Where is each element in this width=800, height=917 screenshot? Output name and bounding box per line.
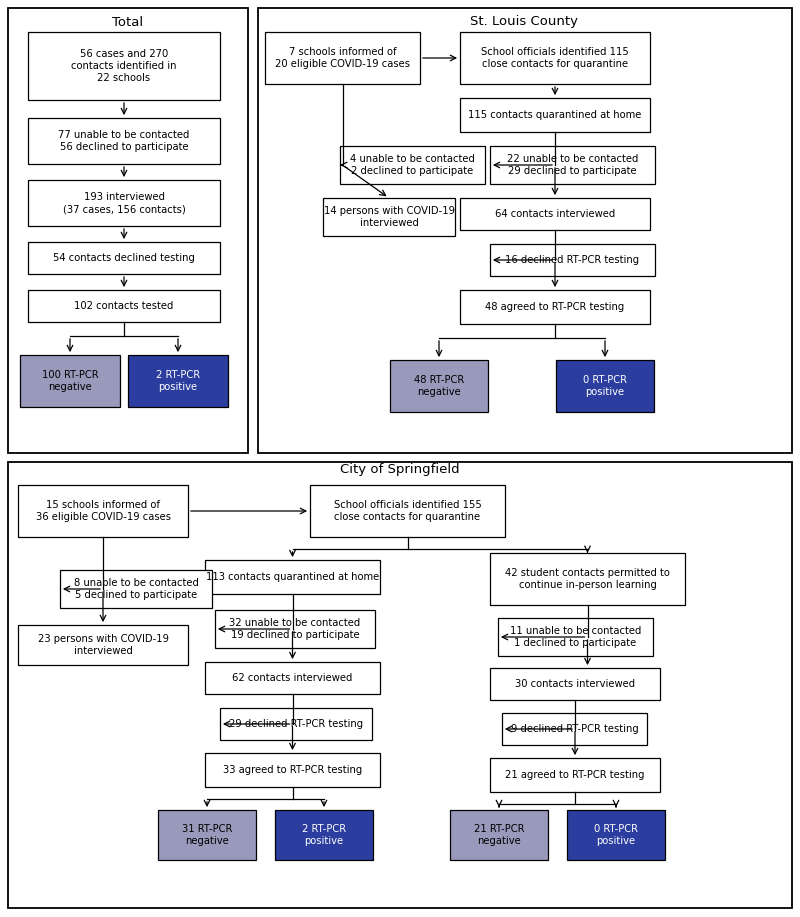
Text: 102 contacts tested: 102 contacts tested	[74, 301, 174, 311]
Text: 113 contacts quarantined at home: 113 contacts quarantined at home	[206, 572, 379, 582]
Text: 56 cases and 270
contacts identified in
22 schools: 56 cases and 270 contacts identified in …	[71, 49, 177, 83]
Bar	[490, 146, 655, 184]
Text: 22 unable to be contacted
29 declined to participate: 22 unable to be contacted 29 declined to…	[507, 154, 638, 176]
Bar	[158, 810, 256, 860]
Text: 115 contacts quarantined at home: 115 contacts quarantined at home	[468, 110, 642, 120]
Text: 33 agreed to RT-PCR testing: 33 agreed to RT-PCR testing	[223, 765, 362, 775]
Text: St. Louis County: St. Louis County	[470, 16, 578, 28]
Text: 48 RT-PCR
negative: 48 RT-PCR negative	[414, 375, 464, 397]
Text: 100 RT-PCR
negative: 100 RT-PCR negative	[42, 370, 98, 392]
Text: 8 unable to be contacted
5 declined to participate: 8 unable to be contacted 5 declined to p…	[74, 578, 198, 601]
Text: 7 schools informed of
20 eligible COVID-19 cases: 7 schools informed of 20 eligible COVID-…	[275, 47, 410, 69]
Text: 29 declined RT-PCR testing: 29 declined RT-PCR testing	[229, 719, 363, 729]
Bar	[28, 180, 220, 226]
Bar	[215, 610, 375, 648]
Bar	[28, 242, 220, 274]
Bar	[8, 462, 792, 908]
Bar	[205, 753, 380, 787]
Bar	[323, 198, 455, 236]
Text: 16 declined RT-PCR testing: 16 declined RT-PCR testing	[506, 255, 639, 265]
Text: 42 student contacts permitted to
continue in-person learning: 42 student contacts permitted to continu…	[505, 568, 670, 591]
Text: 62 contacts interviewed: 62 contacts interviewed	[232, 673, 353, 683]
Bar	[28, 290, 220, 322]
Bar	[460, 290, 650, 324]
Bar	[310, 485, 505, 537]
Bar	[390, 360, 488, 412]
Text: City of Springfield: City of Springfield	[340, 463, 460, 477]
Bar	[498, 618, 653, 656]
Text: 21 RT-PCR
negative: 21 RT-PCR negative	[474, 823, 524, 846]
Bar	[490, 244, 655, 276]
Bar	[28, 118, 220, 164]
Bar	[205, 662, 380, 694]
Bar	[490, 758, 660, 792]
Text: School officials identified 115
close contacts for quarantine: School officials identified 115 close co…	[481, 47, 629, 69]
Bar	[265, 32, 420, 84]
Bar	[460, 98, 650, 132]
Bar	[460, 32, 650, 84]
Text: 4 unable to be contacted
2 declined to participate: 4 unable to be contacted 2 declined to p…	[350, 154, 475, 176]
Bar	[220, 708, 372, 740]
Text: 31 RT-PCR
negative: 31 RT-PCR negative	[182, 823, 232, 846]
Text: 54 contacts declined testing: 54 contacts declined testing	[53, 253, 195, 263]
Text: 77 unable to be contacted
56 declined to participate: 77 unable to be contacted 56 declined to…	[58, 130, 190, 152]
Text: 2 RT-PCR
positive: 2 RT-PCR positive	[156, 370, 200, 392]
Bar	[60, 570, 212, 608]
Text: 11 unable to be contacted
1 declined to participate: 11 unable to be contacted 1 declined to …	[510, 625, 641, 648]
Text: 0 RT-PCR
positive: 0 RT-PCR positive	[594, 823, 638, 846]
Text: 48 agreed to RT-PCR testing: 48 agreed to RT-PCR testing	[486, 302, 625, 312]
Bar	[450, 810, 548, 860]
Bar	[502, 713, 647, 745]
Bar	[556, 360, 654, 412]
Text: 30 contacts interviewed: 30 contacts interviewed	[515, 679, 635, 689]
Text: Total: Total	[113, 16, 143, 28]
Bar	[28, 32, 220, 100]
Bar	[128, 355, 228, 407]
Bar	[8, 8, 248, 453]
Text: 9 declined RT-PCR testing: 9 declined RT-PCR testing	[510, 724, 638, 734]
Text: 32 unable to be contacted
19 declined to participate: 32 unable to be contacted 19 declined to…	[230, 618, 361, 640]
Bar	[205, 560, 380, 594]
Bar	[258, 8, 792, 453]
Text: 21 agreed to RT-PCR testing: 21 agreed to RT-PCR testing	[506, 770, 645, 780]
Bar	[18, 625, 188, 665]
Text: 15 schools informed of
36 eligible COVID-19 cases: 15 schools informed of 36 eligible COVID…	[35, 500, 170, 522]
Text: School officials identified 155
close contacts for quarantine: School officials identified 155 close co…	[334, 500, 482, 522]
Bar	[490, 553, 685, 605]
Bar	[567, 810, 665, 860]
Text: 193 interviewed
(37 cases, 156 contacts): 193 interviewed (37 cases, 156 contacts)	[62, 192, 186, 215]
Text: 23 persons with COVID-19
interviewed: 23 persons with COVID-19 interviewed	[38, 634, 169, 657]
Bar	[340, 146, 485, 184]
Bar	[20, 355, 120, 407]
Bar	[18, 485, 188, 537]
Text: 64 contacts interviewed: 64 contacts interviewed	[495, 209, 615, 219]
Text: 2 RT-PCR
positive: 2 RT-PCR positive	[302, 823, 346, 846]
Text: 14 persons with COVID-19
interviewed: 14 persons with COVID-19 interviewed	[323, 205, 454, 228]
Text: 0 RT-PCR
positive: 0 RT-PCR positive	[583, 375, 627, 397]
Bar	[490, 668, 660, 700]
Bar	[275, 810, 373, 860]
Bar	[460, 198, 650, 230]
